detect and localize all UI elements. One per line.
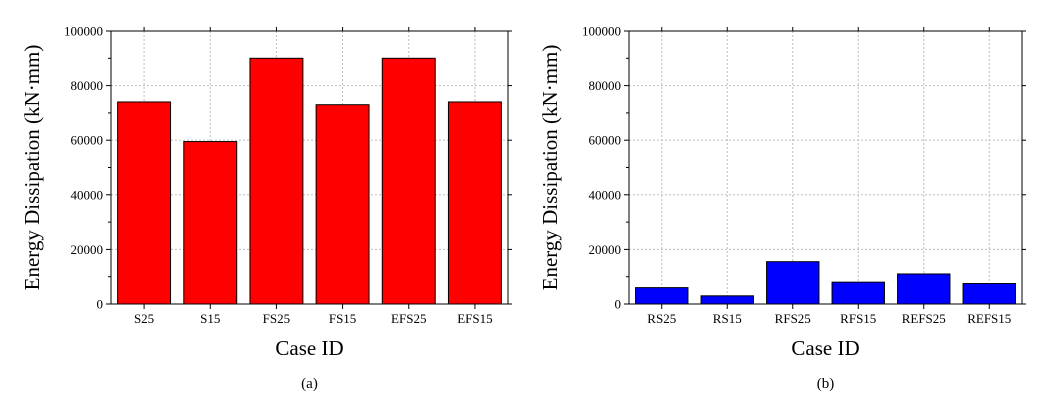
y-tick-label: 40000 — [589, 187, 622, 202]
y-tick-label: 60000 — [71, 133, 104, 148]
bars-a — [117, 57, 502, 305]
bar-fs25 — [249, 57, 304, 305]
y-tick-label: 100000 — [64, 24, 103, 39]
bar-rfs15 — [831, 281, 885, 305]
x-tick-label: RFS25 — [775, 311, 811, 326]
bar-refs15 — [962, 283, 1016, 305]
y-tick-label: 60000 — [589, 133, 622, 148]
bar-rfs25 — [766, 261, 820, 305]
x-tick-label: REFS15 — [967, 311, 1011, 326]
y-tick-label: 100000 — [582, 24, 621, 39]
y-tick-label: 0 — [97, 297, 104, 312]
y-tick-label: 20000 — [589, 242, 622, 257]
bar-rs15 — [700, 295, 754, 305]
y-tick-label: 80000 — [589, 78, 622, 93]
chart-panel-b: 0 20000 40000 60000 80000 100000 RS25 RS15 RFS25… — [538, 24, 1026, 392]
bars-b — [635, 261, 1016, 305]
caption-b: (b) — [817, 376, 835, 392]
x-axis-title-a: Case ID — [275, 336, 343, 360]
bar-refs25 — [897, 273, 951, 305]
y-tick-label: 20000 — [71, 242, 104, 257]
y-axis-title-a: Energy Dissipation (kN·mm) — [20, 45, 44, 291]
x-tick-label: REFS25 — [902, 311, 946, 326]
chart-panel-a: 0 20000 40000 60000 80000 100000 S25 S15 FS25 FS1… — [20, 24, 512, 392]
axes-b: 0 20000 40000 60000 80000 100000 RS25 RS15 RFS25… — [582, 24, 1026, 326]
x-tick-label: EFS15 — [457, 311, 492, 326]
x-axis-title-b: Case ID — [791, 336, 859, 360]
bar-s25 — [117, 101, 172, 305]
x-tick-label: S25 — [134, 311, 154, 326]
x-tick-label: RS15 — [713, 311, 742, 326]
caption-a: (a) — [301, 376, 318, 392]
bar-efs15 — [447, 101, 502, 305]
y-tick-label: 40000 — [71, 187, 104, 202]
bar-s15 — [183, 141, 238, 305]
y-axis-title-b: Energy Dissipation (kN·mm) — [538, 45, 562, 291]
x-tick-label: FS15 — [329, 311, 356, 326]
x-tick-label: EFS25 — [391, 311, 426, 326]
x-tick-label: RFS15 — [840, 311, 876, 326]
x-tick-label: S15 — [200, 311, 220, 326]
x-tick-label: RS25 — [647, 311, 676, 326]
axes-a: 0 20000 40000 60000 80000 100000 S25 S15 FS25 FS1… — [64, 24, 512, 326]
y-tick-label: 80000 — [71, 78, 104, 93]
grid-lines-b — [629, 31, 1022, 304]
plot-frame-b — [628, 30, 1023, 305]
bar-efs25 — [381, 57, 436, 305]
bar-fs15 — [315, 104, 370, 305]
bar-rs25 — [635, 287, 689, 305]
y-tick-label: 0 — [615, 297, 622, 312]
x-tick-label: FS25 — [263, 311, 290, 326]
